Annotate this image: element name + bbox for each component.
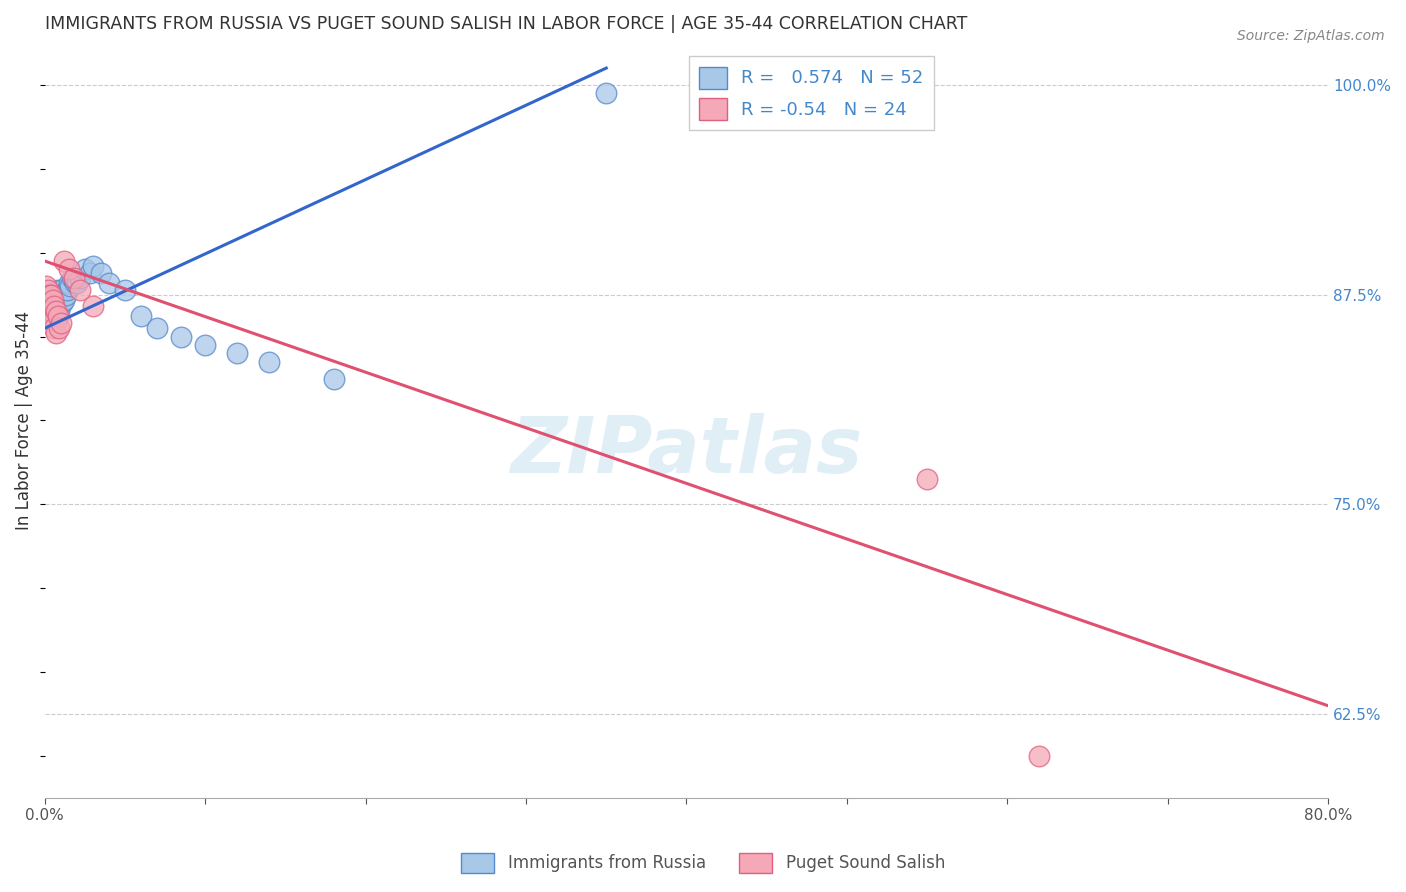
Point [42, 299, 65, 313]
Point [46, 293, 69, 307]
Point [37, 296, 59, 310]
Point [44, 299, 66, 313]
Point [146, 321, 169, 335]
Point [51, 296, 73, 310]
Point [37, 296, 59, 310]
Point [69, 283, 91, 297]
Text: ZIPatlas: ZIPatlas [510, 413, 863, 489]
Point [60, 270, 83, 285]
Text: Source: ZipAtlas.com: Source: ZipAtlas.com [1237, 29, 1385, 43]
Point [38, 293, 60, 307]
Point [73, 262, 96, 277]
Point [79, 266, 101, 280]
Point [45, 313, 67, 327]
Point [129, 310, 152, 324]
Legend: Immigrants from Russia, Puget Sound Salish: Immigrants from Russia, Puget Sound Sali… [454, 847, 952, 880]
Point [595, 87, 617, 101]
Point [42, 287, 65, 301]
Point [42, 306, 65, 320]
Point [45, 304, 67, 318]
Point [44, 296, 66, 310]
Point [39, 299, 62, 313]
Point [82, 299, 104, 313]
Point [44, 321, 66, 335]
Point [53, 254, 76, 268]
Point [49, 287, 72, 301]
Point [38, 299, 60, 313]
Point [1028, 749, 1050, 764]
Point [46, 310, 69, 324]
Point [42, 293, 65, 307]
Point [45, 296, 67, 310]
Point [915, 472, 938, 486]
Point [38, 299, 60, 313]
Point [38, 287, 60, 301]
Point [44, 287, 66, 301]
Point [49, 316, 72, 330]
Point [62, 270, 84, 285]
Text: IMMIGRANTS FROM RUSSIA VS PUGET SOUND SALISH IN LABOR FORCE | AGE 35-44 CORRELAT: IMMIGRANTS FROM RUSSIA VS PUGET SOUND SA… [45, 15, 967, 33]
Point [45, 304, 67, 318]
Point [39, 287, 62, 301]
Point [35, 287, 58, 301]
Point [66, 276, 89, 290]
Point [59, 279, 82, 293]
Point [39, 285, 62, 300]
Point [48, 321, 70, 335]
Point [42, 313, 65, 327]
Point [49, 283, 72, 297]
Point [39, 293, 62, 307]
Point [58, 276, 80, 290]
Point [48, 304, 70, 318]
Point [49, 296, 72, 310]
Point [46, 283, 69, 297]
Y-axis label: In Labor Force | Age 35-44: In Labor Force | Age 35-44 [15, 311, 32, 530]
Point [38, 287, 60, 301]
Point [90, 266, 112, 280]
Point [114, 283, 136, 297]
Point [45, 326, 67, 341]
Point [65, 276, 87, 290]
Point [37, 287, 59, 301]
Point [82, 259, 104, 273]
Point [42, 293, 65, 307]
Point [45, 287, 67, 301]
Point [35, 287, 58, 301]
Point [98, 276, 121, 290]
Point [56, 283, 79, 297]
Point [69, 270, 91, 285]
Point [194, 338, 217, 352]
Point [48, 296, 70, 310]
Point [226, 346, 249, 360]
Point [58, 262, 80, 277]
Point [53, 293, 76, 307]
Point [55, 287, 77, 301]
Point [35, 279, 58, 293]
Point [37, 283, 59, 297]
Point [44, 304, 66, 318]
Point [259, 355, 281, 369]
Legend: R =   0.574   N = 52, R = -0.54   N = 24: R = 0.574 N = 52, R = -0.54 N = 24 [689, 55, 934, 130]
Point [322, 371, 344, 385]
Point [62, 272, 84, 286]
Point [170, 329, 193, 343]
Point [39, 304, 62, 318]
